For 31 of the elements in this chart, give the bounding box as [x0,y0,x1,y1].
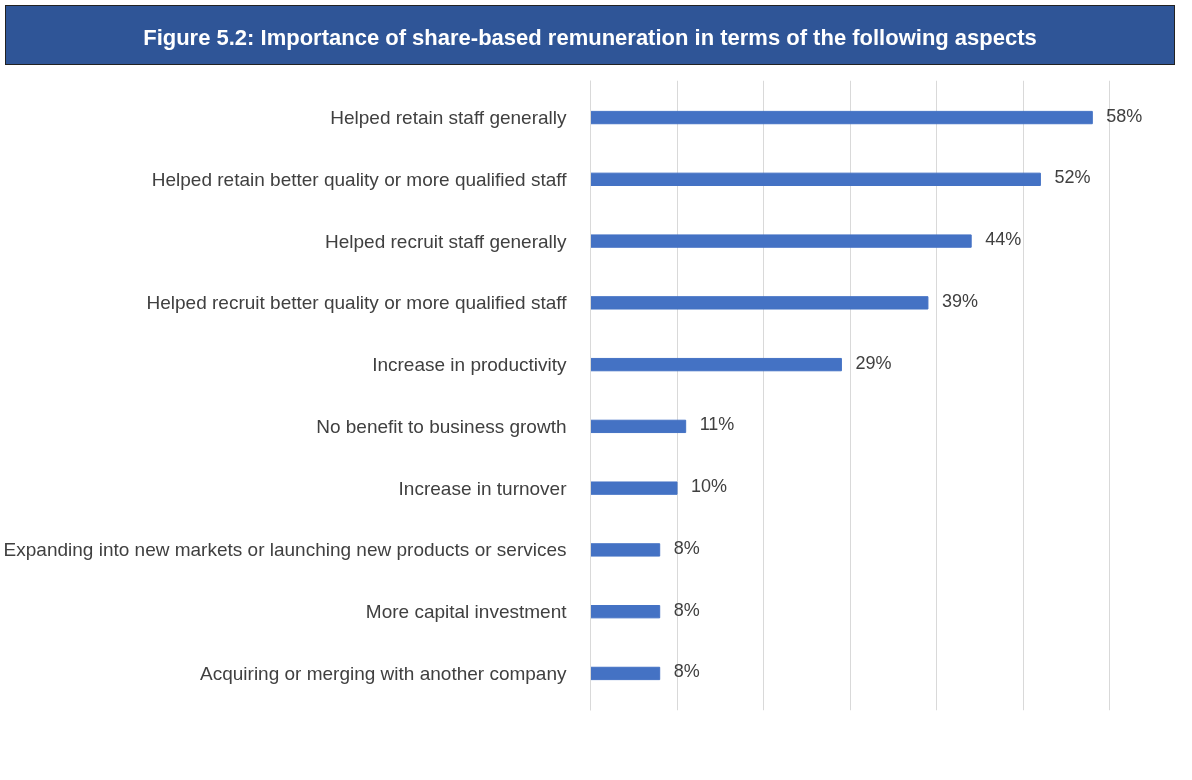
data-label: 44% [985,229,1022,250]
data-label: 8% [673,661,700,682]
y-tick-label: Helped recruit staff generally [325,230,567,252]
y-tick-label: Helped retain staff generally [330,107,567,129]
bar [590,666,661,681]
data-label: 52% [1054,167,1091,188]
bar [590,234,972,248]
data-label: 39% [941,290,978,311]
data-label: 11% [699,414,735,435]
y-tick-label: Helped recruit better quality or more qualified staff [146,292,568,314]
chart-title: Figure 5.2: Importance of share-based remuneration in terms of the following aspects [143,24,1037,52]
y-tick-label: Expanding into new markets or launching new products or services [3,539,567,561]
data-label: 8% [673,599,700,620]
bar [590,357,842,372]
data-label: 29% [855,352,892,373]
data-label: 10% [691,476,728,497]
y-tick-label: Helped retain better quality or more qualified staff [151,168,568,190]
data-label: 58% [1106,105,1143,126]
y-tick-label: Increase in productivity [372,354,567,376]
y-tick-label: Acquiring or merging with another company [200,662,567,684]
y-tick-label: Increase in turnover [398,477,568,499]
bar [590,481,678,495]
bar [590,419,687,434]
bar [590,543,661,557]
bar [590,296,929,310]
data-label: 8% [673,537,700,558]
bar [590,605,661,619]
bar [590,172,1041,186]
y-tick-label: More capital investment [365,601,568,623]
y-tick-label: No benefit to business growth [316,415,567,437]
bar [590,110,1093,125]
